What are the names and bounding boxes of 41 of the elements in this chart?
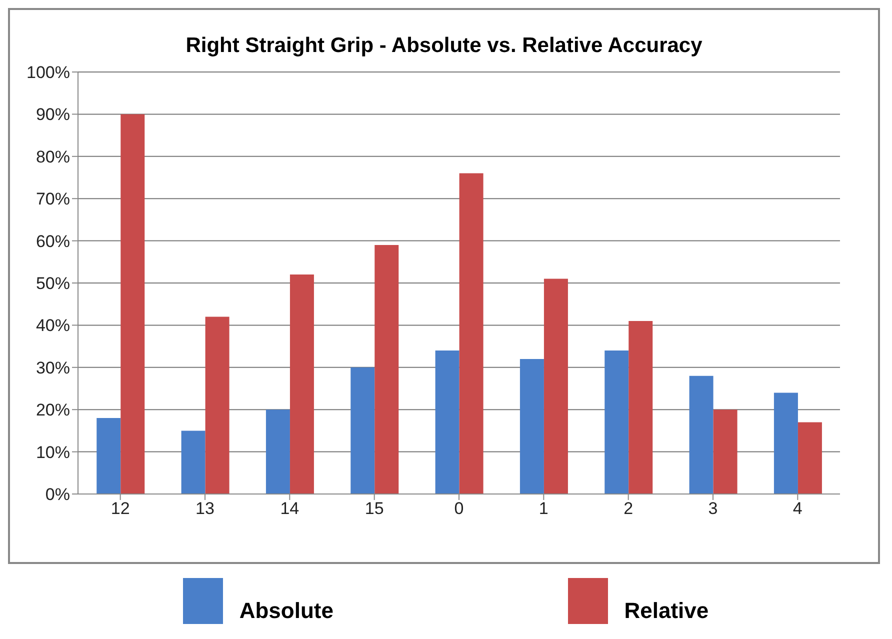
y-tick-label: 0%	[45, 485, 70, 504]
y-tick-label: 50%	[36, 274, 70, 294]
y-tick-label: 90%	[36, 105, 70, 124]
x-tick-label: 12	[110, 499, 130, 518]
x-tick-label: 2	[624, 499, 634, 518]
bar	[290, 274, 314, 494]
x-tick-label: 0	[454, 499, 464, 518]
bar	[604, 350, 629, 494]
bar	[205, 316, 230, 494]
chart-title: Right Straight Grip - Absolute vs. Relative Accuracy	[184, 34, 704, 59]
bar	[713, 410, 738, 494]
bar	[544, 278, 568, 494]
y-tick-label: 40%	[36, 316, 70, 336]
bar	[96, 418, 121, 494]
y-tick-label: 20%	[36, 400, 70, 420]
y-tick-label: 70%	[36, 190, 70, 209]
x-tick-label: 4	[792, 499, 802, 518]
bar	[520, 358, 544, 494]
x-tick-label: 1	[538, 499, 548, 518]
bar	[459, 173, 484, 494]
legend-label: Relative	[624, 598, 709, 624]
bar	[350, 367, 375, 494]
bar	[774, 392, 798, 494]
bar	[266, 410, 290, 494]
x-tick-label: 3	[708, 499, 718, 518]
bar	[435, 350, 460, 494]
x-tick-label: 13	[196, 499, 214, 518]
x-tick-label: 15	[364, 499, 384, 518]
y-tick-label: 60%	[36, 232, 70, 251]
bar	[798, 422, 822, 494]
legend-label: Absolute	[239, 598, 334, 624]
bar	[689, 376, 714, 494]
x-tick-label: 14	[280, 499, 300, 518]
y-tick-label: 100%	[26, 63, 70, 82]
y-tick-label: 10%	[36, 442, 70, 462]
bar	[628, 320, 653, 494]
bar	[374, 245, 399, 494]
y-tick-label: 80%	[36, 147, 70, 166]
bar	[120, 114, 145, 494]
y-tick-label: 30%	[36, 358, 70, 378]
bar	[181, 430, 206, 494]
